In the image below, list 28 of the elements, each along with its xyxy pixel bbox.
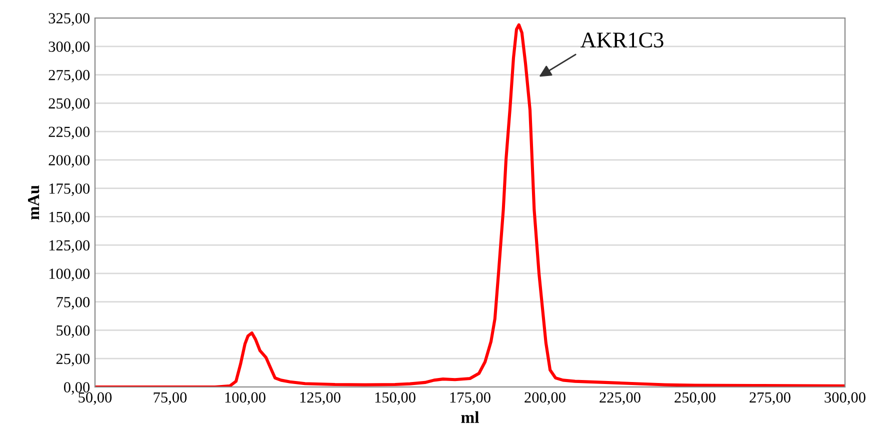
y-tick-label: 150,00	[49, 212, 90, 224]
annotation: AKR1C3	[580, 32, 664, 48]
x-tick-label: 175,00	[450, 392, 490, 405]
y-tick-label: 175,00	[49, 183, 90, 196]
x-tick-label: 300,00	[824, 392, 866, 405]
y-tick-label: 250,00	[48, 98, 90, 111]
y-tick-label: 0,00	[64, 382, 90, 395]
y-tick-label: 25,00	[56, 354, 90, 366]
x-tick-label: 50,00	[78, 392, 112, 405]
x-tick-label: 125,00	[300, 392, 340, 405]
x-tick-label: 250,00	[674, 392, 716, 405]
y-tick-label: 300,00	[48, 42, 90, 54]
y-tick-label: 225,00	[48, 126, 90, 140]
y-tick-label: 50,00	[56, 325, 90, 338]
x-tick-label: 225,00	[600, 392, 640, 405]
y-tick-label: 200,00	[48, 155, 90, 168]
y-tick-label: 275,00	[48, 70, 90, 82]
y-tick-label: 125,00	[49, 240, 90, 253]
x-tick-label: 75,00	[154, 392, 187, 405]
y-tick-label: 325,00	[48, 13, 90, 26]
x-tick-label: 200,00	[524, 392, 566, 405]
x-tick-label: 100,00	[225, 392, 266, 405]
y-tick-label: 100,00	[49, 268, 90, 282]
x-tick-label: 150,00	[375, 392, 416, 405]
x-axis-title: ml	[461, 411, 479, 423]
y-axis-title: mAu	[28, 185, 40, 220]
x-tick-label: 275,00	[750, 392, 790, 405]
y-tick-label: 75,00	[56, 296, 90, 310]
